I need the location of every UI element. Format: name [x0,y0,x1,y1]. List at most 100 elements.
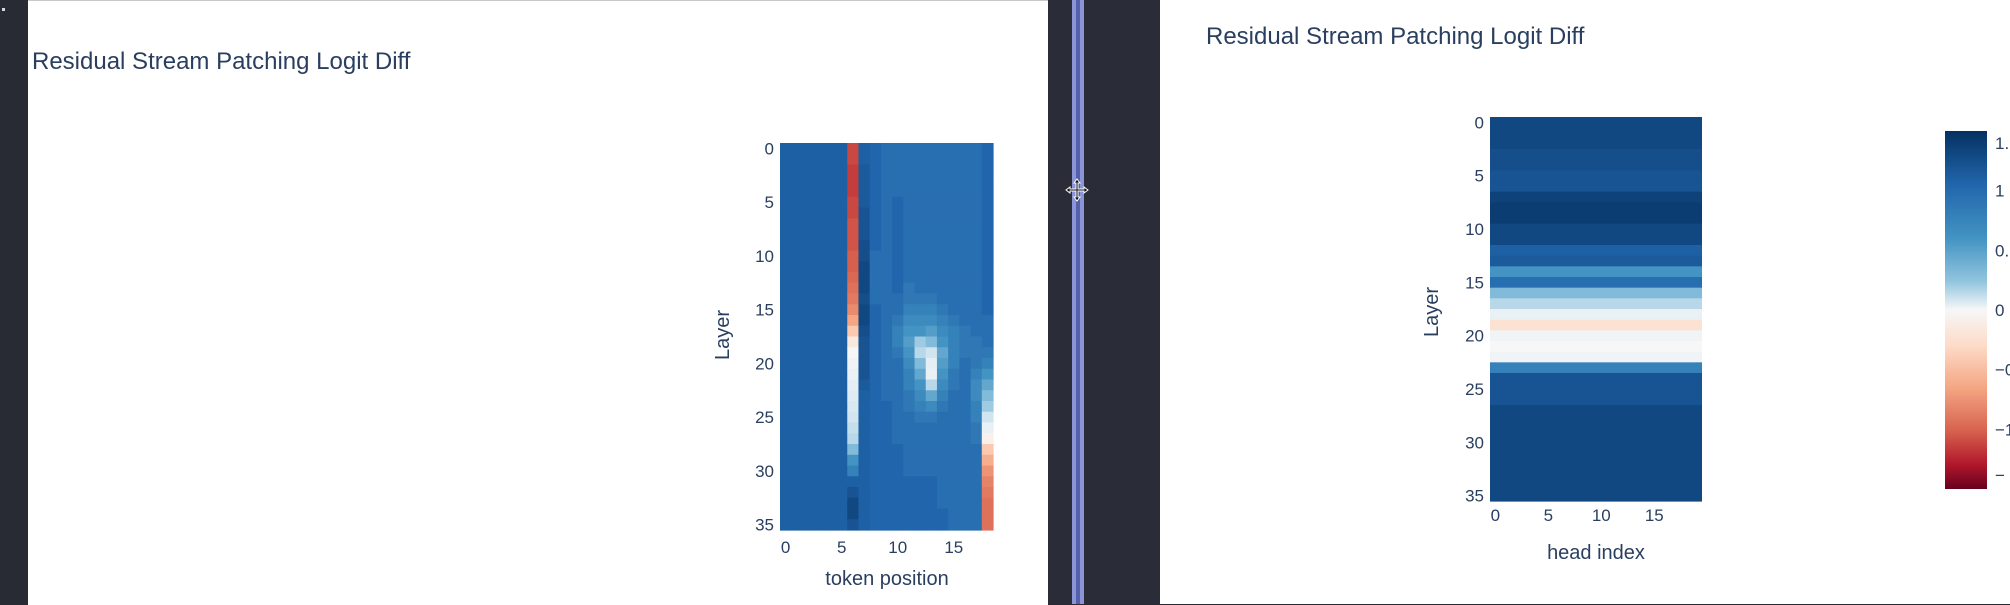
heatmap-cell [903,390,916,402]
heatmap-cell [970,476,983,488]
heatmap-cell [959,444,972,456]
heatmap-cell [981,304,994,316]
heatmap-cell [858,347,871,359]
heatmap-cell [858,293,871,305]
heatmap-cell [847,153,860,166]
heatmap-cell [903,358,916,370]
heatmap-cell [847,261,860,273]
heatmap-row [1490,138,1702,150]
heatmap-cell [925,304,938,316]
heatmap-row [1490,469,1702,481]
heatmap-cell [847,401,860,413]
heatmap-cell [880,358,893,370]
heatmap-cell [813,250,826,262]
heatmap-cell [914,401,927,413]
pane-divider[interactable] [1048,0,1160,604]
heatmap-cell [948,315,960,327]
heatmap-row [1490,117,1702,129]
heatmap-cell [791,229,804,241]
heatmap-cell [836,519,848,531]
heatmap-cell [970,508,983,520]
heatmap-cell [880,164,893,176]
heatmap-cell [824,261,837,273]
heatmap-cell [836,368,848,381]
heatmap-cell [981,261,994,273]
heatmap-cell [959,433,972,445]
heatmap-cell [981,175,994,187]
heatmap-cell [981,239,994,252]
heatmap-cell [813,497,826,510]
heatmap-row [1490,127,1702,139]
heatmap-cell [836,250,848,262]
heatmap-cell [948,272,960,284]
heatmap-cell [892,336,904,348]
heatmap-cell [880,368,893,381]
heatmap-cell [780,379,792,391]
heatmap-cell [858,497,871,510]
heatmap-cell [936,411,949,424]
right-chart-panel: Residual Stream Patching Logit Diff 0 5 10… [1160,0,2010,604]
heatmap-cell [813,347,826,359]
heatmap-row [1490,394,1702,406]
heatmap-cell [959,508,972,520]
heatmap-cell [892,293,904,305]
left-x-axis-label: token position [825,568,948,590]
heatmap-cell [780,143,792,155]
heatmap-cell [948,229,960,241]
heatmap-cell [970,272,983,284]
heatmap-cell [970,465,983,477]
heatmap-cell [925,465,938,477]
heatmap-cell [880,143,893,155]
heatmap-cell [802,196,815,209]
heatmap-cell [780,508,792,520]
heatmap-cell [813,325,826,338]
heatmap-cell [813,401,826,413]
heatmap-cell [925,487,938,499]
heatmap-cell [880,272,893,284]
heatmap-row [1490,319,1702,331]
heatmap-cell [914,164,927,176]
heatmap-cell [869,433,882,445]
heatmap-cell [892,218,904,230]
heatmap-cell [948,454,960,467]
heatmap-cell [802,368,815,381]
heatmap-cell [914,508,927,520]
heatmap-cell [802,379,815,391]
heatmap-row [1490,309,1702,321]
heatmap-cell [869,239,882,252]
heatmap-cell [836,433,848,445]
heatmap-cell [970,261,983,273]
heatmap-cell [903,519,916,531]
heatmap-cell [925,422,938,434]
heatmap-cell [791,519,804,531]
heatmap-cell [948,411,960,424]
heatmap-cell [813,272,826,284]
heatmap-row [1490,255,1702,267]
heatmap-cell [847,325,860,338]
heatmap-cell [858,325,871,338]
heatmap-row [1490,287,1702,299]
y-tick-label: 30 [755,462,774,481]
heatmap-cell [880,207,893,219]
heatmap-cell [903,476,916,488]
heatmap-cell [936,476,949,488]
heatmap-cell [813,433,826,445]
heatmap-cell [780,368,792,381]
heatmap-cell [824,250,837,262]
heatmap-cell [869,186,882,198]
heatmap-row [1490,202,1702,214]
heatmap-cell [813,207,826,219]
heatmap-cell [892,411,904,424]
heatmap-cell [869,250,882,262]
heatmap-cell [914,175,927,187]
heatmap-cell [903,229,916,241]
heatmap-cell [936,422,949,434]
heatmap-cell [780,401,792,413]
left-heatmap-svg[interactable]: 0 5 10 15 0 5 10 15 20 25 30 35 token position Lay… [28,1,1048,605]
heatmap-cell [802,401,815,413]
heatmap-cell [981,315,994,327]
heatmap-cell [858,487,871,499]
heatmap-cell [936,153,949,166]
heatmap-cell [869,519,882,531]
